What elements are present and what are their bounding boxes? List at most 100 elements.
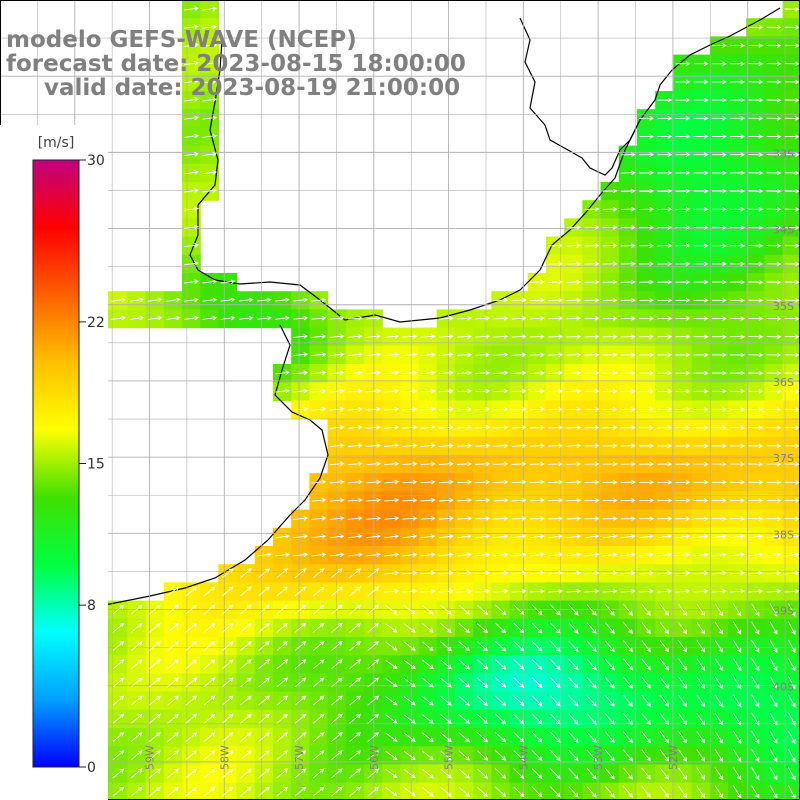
wind-arrow bbox=[402, 516, 418, 521]
wind-arrow bbox=[258, 622, 271, 633]
wind-arrow bbox=[331, 640, 343, 651]
wind-arrow bbox=[714, 676, 724, 690]
wind-arrow bbox=[293, 552, 309, 557]
lat-label: 40S bbox=[773, 681, 794, 694]
wind-arrow bbox=[784, 334, 800, 340]
wind-arrow bbox=[276, 750, 289, 761]
wind-arrow bbox=[604, 767, 615, 780]
wind-arrow bbox=[202, 133, 218, 139]
wind-arrow bbox=[167, 677, 180, 688]
wind-arrow bbox=[349, 659, 362, 670]
wind-arrow bbox=[566, 334, 582, 339]
wind-arrow bbox=[586, 676, 597, 689]
wind-arrow bbox=[347, 552, 363, 557]
wind-arrow bbox=[112, 622, 125, 633]
field-cell bbox=[782, 728, 800, 747]
latitude-labels: 33S 34S 35S 36S 37S 38S 39S 40S bbox=[773, 147, 794, 693]
wind-arrow bbox=[167, 622, 180, 633]
wind-arrow bbox=[531, 658, 543, 670]
wind-arrow bbox=[421, 623, 434, 633]
wind-arrow bbox=[784, 152, 800, 158]
wind-arrow bbox=[784, 552, 800, 557]
wind-arrow bbox=[675, 79, 691, 85]
wind-arrow bbox=[184, 151, 199, 157]
wind-arrow bbox=[748, 334, 764, 340]
wind-arrow bbox=[438, 406, 454, 412]
wind-arrow bbox=[568, 622, 579, 634]
wind-arrow bbox=[149, 659, 161, 670]
wind-arrow bbox=[276, 677, 289, 688]
wind-arrow bbox=[221, 695, 234, 706]
field-cell bbox=[655, 782, 674, 800]
wind-arrow bbox=[458, 622, 471, 634]
wind-arrow bbox=[311, 534, 327, 539]
wind-arrow bbox=[366, 461, 382, 467]
field-cell bbox=[382, 782, 401, 800]
wind-arrow bbox=[258, 731, 271, 742]
wind-arrow bbox=[349, 786, 362, 797]
wind-arrow bbox=[112, 750, 125, 761]
wind-arrow bbox=[675, 534, 691, 539]
wind-arrow bbox=[311, 406, 327, 412]
legend-colorbar bbox=[32, 159, 80, 768]
wind-arrow bbox=[784, 61, 800, 67]
wind-arrow bbox=[788, 748, 796, 763]
wind-arrow bbox=[293, 352, 309, 357]
wind-arrow bbox=[748, 43, 764, 48]
wind-arrow bbox=[167, 604, 180, 615]
wind-arrow bbox=[748, 243, 764, 249]
wind-arrow bbox=[221, 677, 234, 688]
wind-arrow bbox=[586, 767, 597, 780]
wind-arrow bbox=[639, 316, 655, 321]
wind-arrow bbox=[602, 279, 618, 285]
wind-arrow bbox=[493, 315, 509, 321]
wind-arrow bbox=[347, 406, 363, 412]
wind-arrow bbox=[693, 370, 709, 376]
wind-arrow bbox=[111, 297, 127, 303]
wind-arrow bbox=[714, 694, 724, 708]
wind-arrow bbox=[511, 388, 527, 394]
wind-arrow bbox=[147, 297, 163, 303]
wind-arrow bbox=[730, 207, 746, 212]
wind-arrow bbox=[602, 407, 618, 412]
wind-arrow bbox=[620, 479, 636, 485]
wind-arrow bbox=[493, 352, 509, 357]
wind-arrow bbox=[751, 749, 760, 763]
wind-arrow bbox=[185, 786, 198, 797]
wind-arrow bbox=[221, 604, 234, 615]
wind-arrow bbox=[367, 731, 380, 742]
wind-arrow bbox=[748, 225, 764, 230]
wind-arrow bbox=[202, 297, 218, 303]
wind-arrow bbox=[112, 695, 125, 706]
wind-arrow bbox=[384, 588, 400, 594]
wind-arrow bbox=[294, 568, 307, 579]
wind-arrow bbox=[696, 785, 706, 799]
wind-arrow bbox=[675, 225, 691, 230]
wind-arrow bbox=[440, 768, 453, 779]
wind-arrow bbox=[693, 79, 709, 85]
wind-arrow bbox=[602, 261, 618, 267]
wind-arrow bbox=[657, 97, 673, 103]
wind-arrow bbox=[639, 225, 655, 230]
wind-arrow bbox=[130, 750, 143, 761]
wind-arrow bbox=[511, 297, 527, 303]
wind-arrow bbox=[769, 748, 778, 763]
wind-arrow bbox=[420, 570, 436, 576]
legend-tick-label: 15 bbox=[87, 457, 105, 473]
wind-arrow bbox=[493, 406, 509, 412]
wind-arrow bbox=[566, 407, 582, 412]
wind-arrow bbox=[620, 206, 636, 212]
wind-arrow bbox=[438, 352, 454, 357]
wind-arrow bbox=[293, 297, 309, 303]
wind-arrow bbox=[367, 586, 380, 597]
wind-arrow bbox=[693, 588, 709, 594]
wind-arrow bbox=[784, 443, 800, 449]
field-cell bbox=[764, 782, 784, 800]
wind-arrow bbox=[475, 315, 491, 321]
wind-arrow bbox=[495, 622, 507, 634]
wind-arrow bbox=[240, 622, 252, 633]
wind-arrow bbox=[529, 352, 545, 358]
wind-arrow bbox=[639, 243, 655, 248]
wind-arrow bbox=[458, 768, 471, 779]
wind-arrow bbox=[420, 588, 436, 594]
